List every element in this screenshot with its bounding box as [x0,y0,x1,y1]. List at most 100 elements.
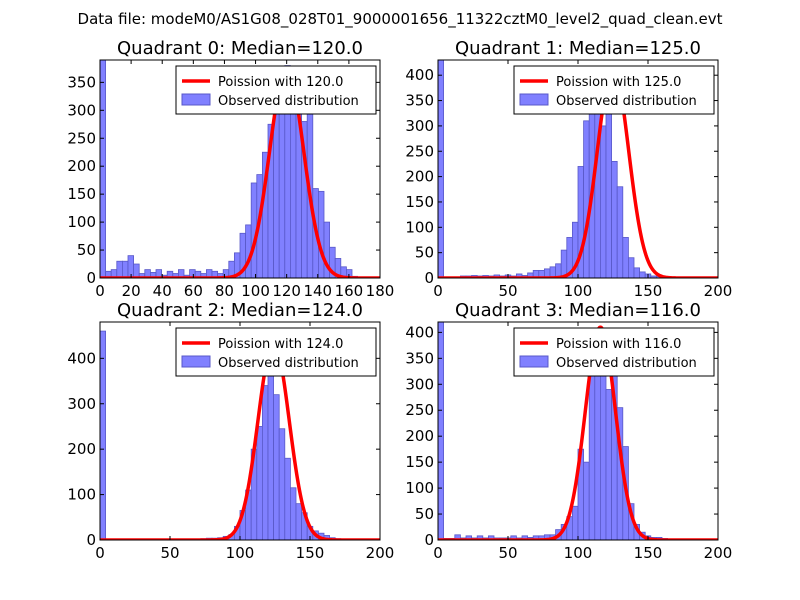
histogram-bar [155,269,162,278]
legend-label-poisson: Poission with 120.0 [218,75,343,90]
x-tick-label: 150 [634,544,663,562]
histogram-bar [122,260,129,278]
legend-label-observed: Observed distribution [218,94,359,109]
y-tick-label: 100 [405,218,434,236]
y-tick-label: 100 [67,213,96,231]
legend: Poission with 125.0 Observed distribution [513,65,715,115]
x-tick-label: 100 [564,544,593,562]
x-tick-label: 40 [153,282,172,300]
y-tick-label: 0 [86,531,96,549]
y-tick-label: 100 [405,479,434,497]
legend-label-observed: Observed distribution [218,356,359,371]
histogram-bar [256,426,263,540]
poisson-curve [438,325,718,540]
y-tick-label: 300 [405,117,434,135]
subplot-title: Quadrant 1: Median=125.0 [455,38,701,59]
histogram-bar [133,263,140,278]
x-tick-label: 100 [241,282,270,300]
y-tick-label: 200 [405,168,434,186]
legend-box [513,327,715,377]
legend-label-observed: Observed distribution [556,356,697,371]
subplot-quadrant-2: 0 50 100 150 200 0 100 200 300 400 Quadrant 2: Med… [67,300,394,562]
histogram-bar [639,271,646,278]
x-tick-label: 120 [272,282,301,300]
x-tick-label: 50 [160,544,179,562]
histogram-bar [438,60,444,278]
subplot-title: Quadrant 0: Median=120.0 [117,38,363,59]
histogram-bar [583,461,590,540]
histogram-bar [289,487,297,540]
x-tick-label: 160 [335,282,364,300]
y-tick-label: 50 [77,241,96,259]
histogram-bar [267,357,274,540]
y-tick-label: 0 [424,269,434,287]
x-tick-label: 100 [564,282,593,300]
y-tick-label: 300 [67,395,96,413]
histogram-bar [633,267,640,278]
figure-suptitle: Data file: modeM0/AS1G08_028T01_90000016… [78,10,723,29]
y-tick-label: 150 [405,453,434,471]
y-tick-label: 250 [67,129,96,147]
histogram-bar [261,385,269,540]
x-tick-label: 200 [704,544,733,562]
x-tick-label: 0 [433,544,443,562]
y-tick-label: 250 [405,401,434,419]
histogram-bar [438,322,444,540]
histogram-bar [345,269,353,278]
poisson-curve [100,66,380,278]
x-tick-label: 20 [122,282,141,300]
x-tick-label: 50 [498,282,517,300]
subplot-quadrant-3: 0 50 100 150 200 0 50 100 150 200 250 300 350 400 Quad… [405,300,732,562]
histogram-bar [278,428,286,540]
y-tick-label: 250 [405,142,434,160]
x-tick-label: 0 [433,282,443,300]
legend-label-poisson: Poission with 116.0 [556,337,681,352]
histogram-bar [273,394,280,540]
legend: Poission with 124.0 Observed distribution [175,327,377,377]
legend-patch-swatch [181,355,211,368]
histogram-bar [594,90,601,278]
histogram-bar [284,457,291,540]
y-tick-label: 400 [67,349,96,367]
subplot-title: Quadrant 3: Median=116.0 [455,300,701,321]
y-tick-label: 100 [67,486,96,504]
x-tick-label: 150 [634,282,663,300]
legend: Poission with 120.0 Observed distribution [175,65,377,115]
x-tick-label: 100 [226,544,255,562]
legend-box [513,65,715,115]
subplot-quadrant-0: 0 20 40 60 80 100 120 140 160 1800501001502002503… [67,38,394,300]
x-tick-label: 0 [95,544,105,562]
histogram-bar [628,257,635,278]
x-tick-label: 200 [704,282,733,300]
histogram-bar [100,60,106,278]
histogram-bar [100,330,106,540]
histogram-bar [605,95,612,278]
y-tick-label: 400 [405,323,434,341]
axes-frame [99,59,381,279]
legend-label-observed: Observed distribution [556,94,697,109]
legend-label-poisson: Poission with 124.0 [218,337,343,352]
histogram-bar [572,505,579,540]
y-tick-label: 50 [415,505,434,523]
y-tick-label: 400 [405,66,434,84]
histogram-bar [600,347,607,540]
histogram-bar [177,269,185,278]
y-tick-label: 50 [415,244,434,262]
y-tick-label: 350 [405,92,434,110]
y-tick-label: 0 [86,269,96,287]
y-tick-label: 200 [67,440,96,458]
subplot-title: Quadrant 2: Median=124.0 [117,300,363,321]
x-tick-label: 80 [215,282,234,300]
x-tick-label: 140 [303,282,332,300]
y-tick-label: 300 [67,101,96,119]
histogram-bar [616,186,624,278]
histogram-bar [278,93,286,278]
y-tick-label: 0 [424,531,434,549]
histogram-bar [116,260,123,278]
legend-box [175,65,377,115]
y-tick-label: 200 [67,157,96,175]
legend: Poission with 116.0 Observed distribution [513,327,715,377]
legend-box [175,327,377,377]
histogram-bar [622,237,629,278]
